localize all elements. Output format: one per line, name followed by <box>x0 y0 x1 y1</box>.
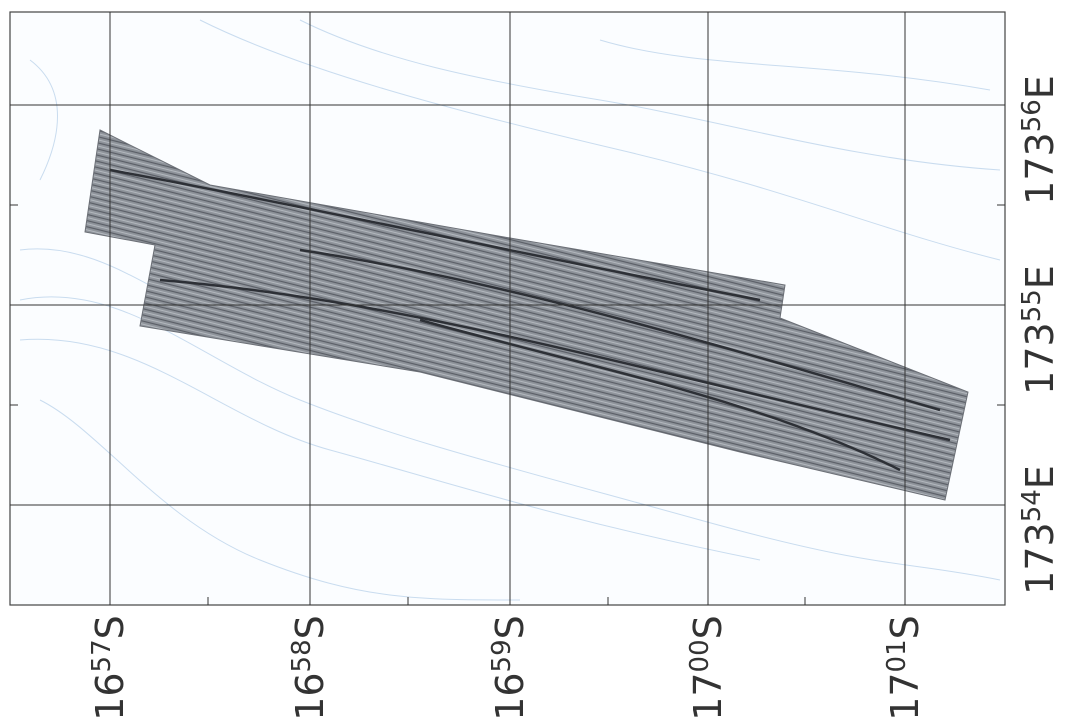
contours <box>19 19 1001 601</box>
degrees: 17 <box>883 672 927 720</box>
minutes: 56 <box>1017 99 1047 132</box>
coordinate-label: 17355E <box>1017 265 1062 395</box>
degrees: 16 <box>488 672 532 720</box>
coordinate-label: 1657S <box>87 615 132 721</box>
minutes: 00 <box>685 639 715 672</box>
coordinate-label: 1701S <box>882 615 927 721</box>
coordinate-label: 17354E <box>1017 465 1062 595</box>
minutes: 54 <box>1017 489 1047 522</box>
graticule <box>10 12 1005 605</box>
degrees: 16 <box>88 672 132 720</box>
minutes: 55 <box>1017 289 1047 322</box>
hemisphere: S <box>883 615 927 639</box>
hemisphere: S <box>686 615 730 639</box>
hemisphere: S <box>288 615 332 639</box>
degrees: 173 <box>1018 522 1062 595</box>
minutes: 01 <box>882 639 912 672</box>
coordinate-label: 1659S <box>487 615 532 721</box>
coordinate-label: 1658S <box>287 615 332 721</box>
hemisphere: S <box>488 615 532 639</box>
minutes: 59 <box>487 639 517 672</box>
degrees: 173 <box>1018 322 1062 395</box>
coordinate-label: 1700S <box>685 615 730 721</box>
hemisphere: E <box>1018 265 1062 289</box>
hemisphere: E <box>1018 75 1062 99</box>
degrees: 173 <box>1018 132 1062 205</box>
degrees: 16 <box>288 672 332 720</box>
hemisphere: E <box>1018 465 1062 489</box>
degrees: 17 <box>686 672 730 720</box>
minutes: 58 <box>287 639 317 672</box>
coordinate-label: 17356E <box>1017 75 1062 205</box>
hemisphere: S <box>88 615 132 639</box>
swath-features <box>109 168 951 472</box>
minutes: 57 <box>87 639 117 672</box>
